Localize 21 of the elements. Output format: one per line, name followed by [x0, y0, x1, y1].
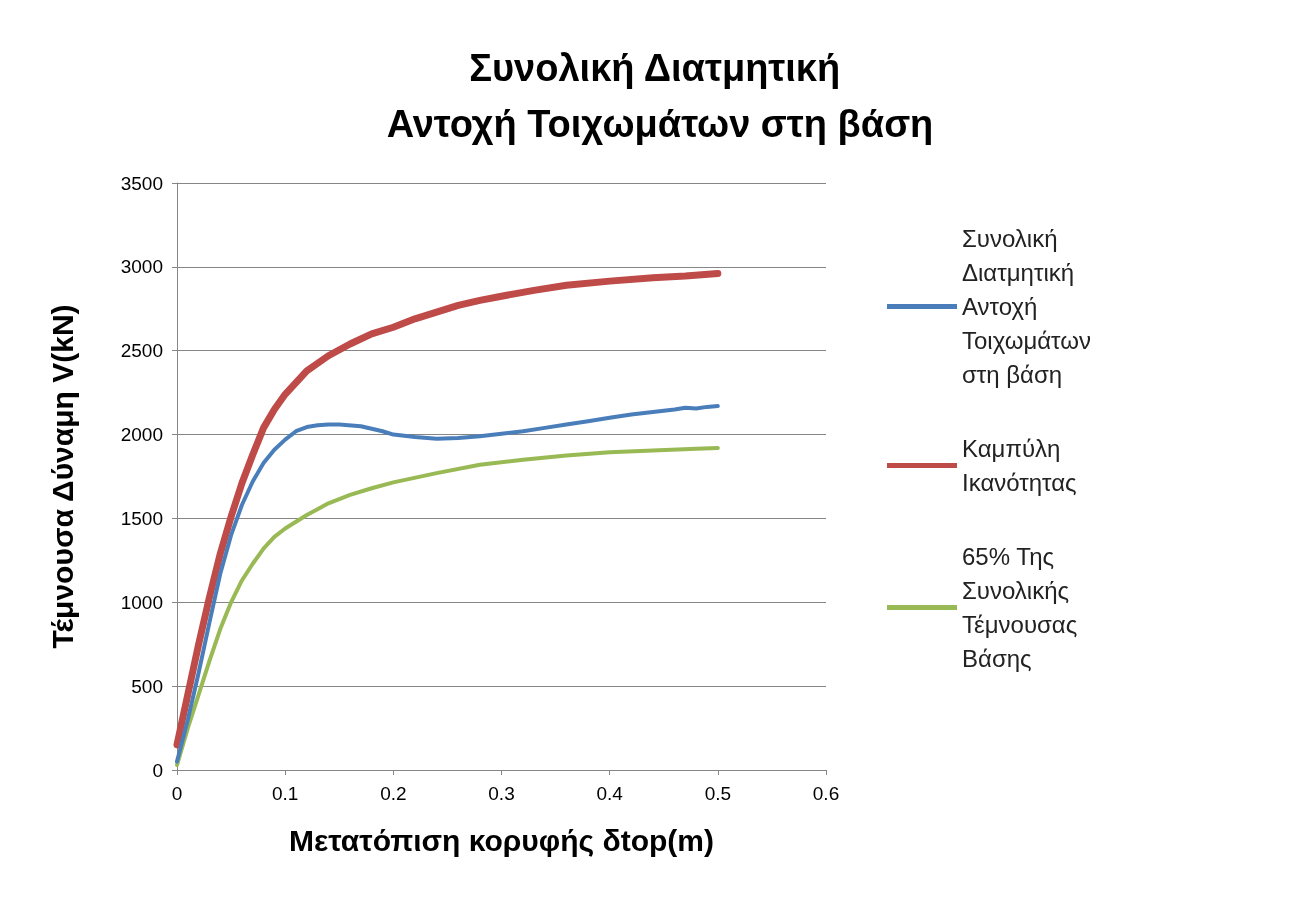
chart-title: Συνολική Διατμητική Αντοχή Τοιχωμάτων στη βάση: [386, 47, 934, 145]
y-tick-label: 0: [152, 759, 163, 781]
x-tick-label: 0.1: [271, 783, 299, 804]
x-tick-label: 0.4: [596, 783, 624, 804]
legend-label: 65% Της Συνολικής Τέμνουσας Βάσης: [962, 543, 1084, 672]
x-axis-title: Μετατόπιση κορυφής δtop(m): [289, 823, 714, 857]
x-tick-label: 0.3: [488, 783, 515, 804]
y-tick-label: 3500: [120, 172, 163, 194]
y-tick-label: 1500: [120, 507, 163, 529]
y-tick-label: 3000: [120, 256, 163, 278]
legend-label: Συνολική Διατμητική Αντοχή Τοιχωμάτων στη βάση: [962, 225, 1098, 388]
y-axis-title: Τέμνουσα Δύναμη V(kN): [45, 304, 79, 649]
x-tick-label: 0: [171, 783, 183, 804]
y-tick-label: 1000: [120, 591, 163, 613]
legend-label: Καμπύλη Ικανότητας: [962, 435, 1077, 496]
y-tick-label: 500: [131, 675, 163, 697]
y-tick-label: 2500: [120, 340, 163, 362]
x-tick-label: 0.2: [380, 783, 407, 804]
y-tick-label: 2000: [120, 424, 163, 446]
x-tick-label: 0.6: [812, 783, 840, 804]
x-tick-label: 0.5: [704, 783, 732, 804]
